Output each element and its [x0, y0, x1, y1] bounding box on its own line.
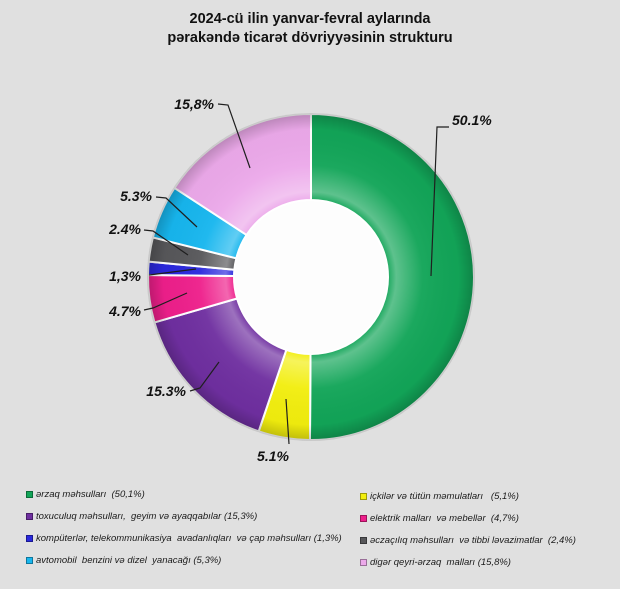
pie-slice-4 [147, 260, 236, 278]
chart-title: 2024-cü ilin yanvar-fevral aylarında pər… [0, 10, 620, 48]
slice-callout-label-1: 5.1% [257, 448, 289, 464]
legend-label: ərzaq məhsulları (50,1%) [36, 488, 145, 500]
leader-line-5 [143, 229, 189, 256]
leader-line-1 [285, 398, 290, 445]
leader-line-0 [430, 126, 449, 277]
legend-item-4: kompüterlər, telekommunikasiya avadanlıq… [26, 527, 342, 549]
legend-label: kompüterlər, telekommunikasiya avadanlıq… [36, 532, 342, 544]
donut-hole [232, 198, 390, 356]
chart-title-line1: 2024-cü ilin yanvar-fevral aylarında [189, 11, 431, 27]
legend-label: əczaçılıq məhsulları və tibbi ləvazimatl… [370, 534, 576, 546]
legend-label: avtomobil benzini və dizel yanacağı (5,3… [36, 554, 222, 566]
legend-item-6: avtomobil benzini və dizel yanacağı (5,3… [26, 549, 342, 571]
slice-callout-label-7: 15,8% [174, 96, 214, 112]
slice-callout-label-4: 1,3% [109, 268, 141, 284]
leader-line-2 [189, 361, 220, 392]
legend-label: elektrik malları və mebellər (4,7%) [370, 512, 519, 524]
pie-slice-0 [308, 113, 475, 441]
legend-swatch-icon [26, 556, 33, 564]
legend-swatch-icon [26, 512, 33, 520]
legend-label: toxuculuq məhsulları, geyim və ayaqqabıl… [36, 510, 258, 522]
leader-line-layer [143, 103, 449, 445]
slice-callout-label-0: 50.1% [452, 112, 492, 128]
legend-column-right: içkilər və tütün məmulatları (5,1%) elekt… [360, 485, 576, 573]
legend-item-7: digər qeyri-ərzaq malları (15,8%) [360, 551, 576, 573]
slice-callout-label-3: 4.7% [109, 303, 141, 319]
slice-callout-label-5: 2.4% [109, 221, 141, 237]
legend-swatch-icon [26, 490, 33, 498]
legend-item-5: əczaçılıq məhsulları və tibbi ləvazimatl… [360, 529, 576, 551]
chart-title-line2: pərakəndə ticarət dövriyyəsinin struktur… [167, 30, 453, 47]
legend-item-3: elektrik malları və mebellər (4,7%) [360, 507, 576, 529]
legend-column-left: ərzaq məhsulları (50,1%) toxuculuq məhsul… [26, 483, 342, 571]
pie-slice-5 [147, 236, 238, 271]
pie-slice-7 [173, 113, 312, 236]
legend-swatch-icon [360, 492, 367, 500]
legend-item-0: ərzaq məhsulları (50,1%) [26, 483, 342, 505]
legend-swatch-icon [360, 514, 367, 522]
slice-callout-label-6: 5.3% [120, 188, 152, 204]
legend-label: içkilər və tütün məmulatları (5,1%) [370, 490, 519, 502]
slice-layer [147, 113, 475, 441]
legend-swatch-icon [360, 558, 367, 566]
donut-chart [143, 103, 475, 445]
legend-swatch-icon [360, 536, 367, 544]
pie-slice-2 [153, 297, 288, 433]
leader-line-4 [148, 268, 197, 276]
slice-callout-label-2: 15.3% [146, 383, 186, 399]
donut-bevel-highlight [147, 113, 475, 441]
leader-line-7 [217, 103, 251, 169]
leader-line-3 [143, 292, 188, 311]
legend-label: digər qeyri-ərzaq malları (15,8%) [370, 556, 511, 568]
leader-line-6 [155, 196, 198, 228]
pie-slice-3 [147, 273, 239, 324]
legend-swatch-icon [26, 534, 33, 542]
pie-slice-6 [151, 186, 248, 260]
legend-item-1: içkilər və tütün məmulatları (5,1%) [360, 485, 576, 507]
pie-slice-1 [257, 348, 312, 441]
legend-item-2: toxuculuq məhsulları, geyim və ayaqqabıl… [26, 505, 342, 527]
